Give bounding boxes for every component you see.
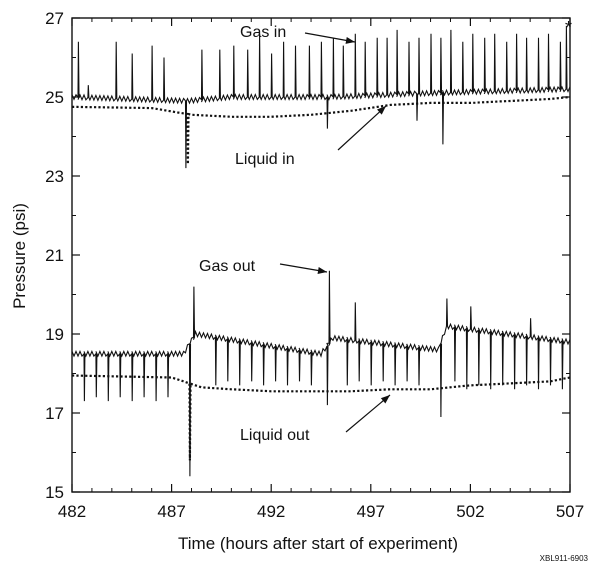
asterisk-marker: * (565, 18, 572, 38)
y-tick-label: 17 (45, 404, 64, 423)
y-axis-ticks: 15 17 19 21 23 25 27 (45, 9, 570, 502)
series-layer (71, 25, 571, 477)
x-tick-label: 502 (456, 502, 484, 521)
arrowhead-icon (377, 106, 386, 115)
x-tick-label: 507 (556, 502, 584, 521)
series-line-gas-in (71, 25, 571, 169)
figure-code: XBL911-6903 (540, 554, 589, 563)
annotation-liquid-in: Liquid in (235, 151, 295, 168)
series-line-gas-out (71, 270, 571, 477)
annotation-layer: Gas in Liquid in Gas out Liquid out * (199, 18, 572, 444)
y-tick-label: 21 (45, 246, 64, 265)
annotation-gas-in: Gas in (240, 24, 286, 41)
y-tick-label: 19 (45, 325, 64, 344)
x-tick-label: 487 (157, 502, 185, 521)
series-gas-out (71, 270, 571, 477)
y-axis-label: Pressure (psi) (10, 203, 29, 309)
series-line-liquid-out (71, 374, 571, 461)
x-tick-label: 497 (357, 502, 385, 521)
arrowhead-icon (317, 267, 327, 274)
arrowhead-icon (380, 395, 390, 404)
arrowhead-icon (345, 36, 355, 44)
annotation-gas-out: Gas out (199, 258, 256, 275)
y-tick-label: 25 (45, 88, 64, 107)
x-axis-label: Time (hours after start of experiment) (178, 534, 458, 553)
annotation-arrow (345, 394, 391, 433)
y-tick-label: 27 (45, 9, 64, 28)
annotation-liquid-out: Liquid out (240, 427, 310, 444)
series-line-liquid-in (72, 95, 571, 165)
x-tick-label: 492 (257, 502, 285, 521)
x-tick-label: 482 (58, 502, 86, 521)
y-tick-label: 23 (45, 167, 64, 186)
annotation-arrow (337, 105, 387, 151)
series-gas-in (71, 25, 571, 169)
y-tick-label: 15 (45, 483, 64, 502)
x-axis-ticks: 482 487 492 497 502 507 (58, 18, 584, 521)
series-liquid-out (71, 374, 571, 461)
series-liquid-in (72, 95, 571, 165)
